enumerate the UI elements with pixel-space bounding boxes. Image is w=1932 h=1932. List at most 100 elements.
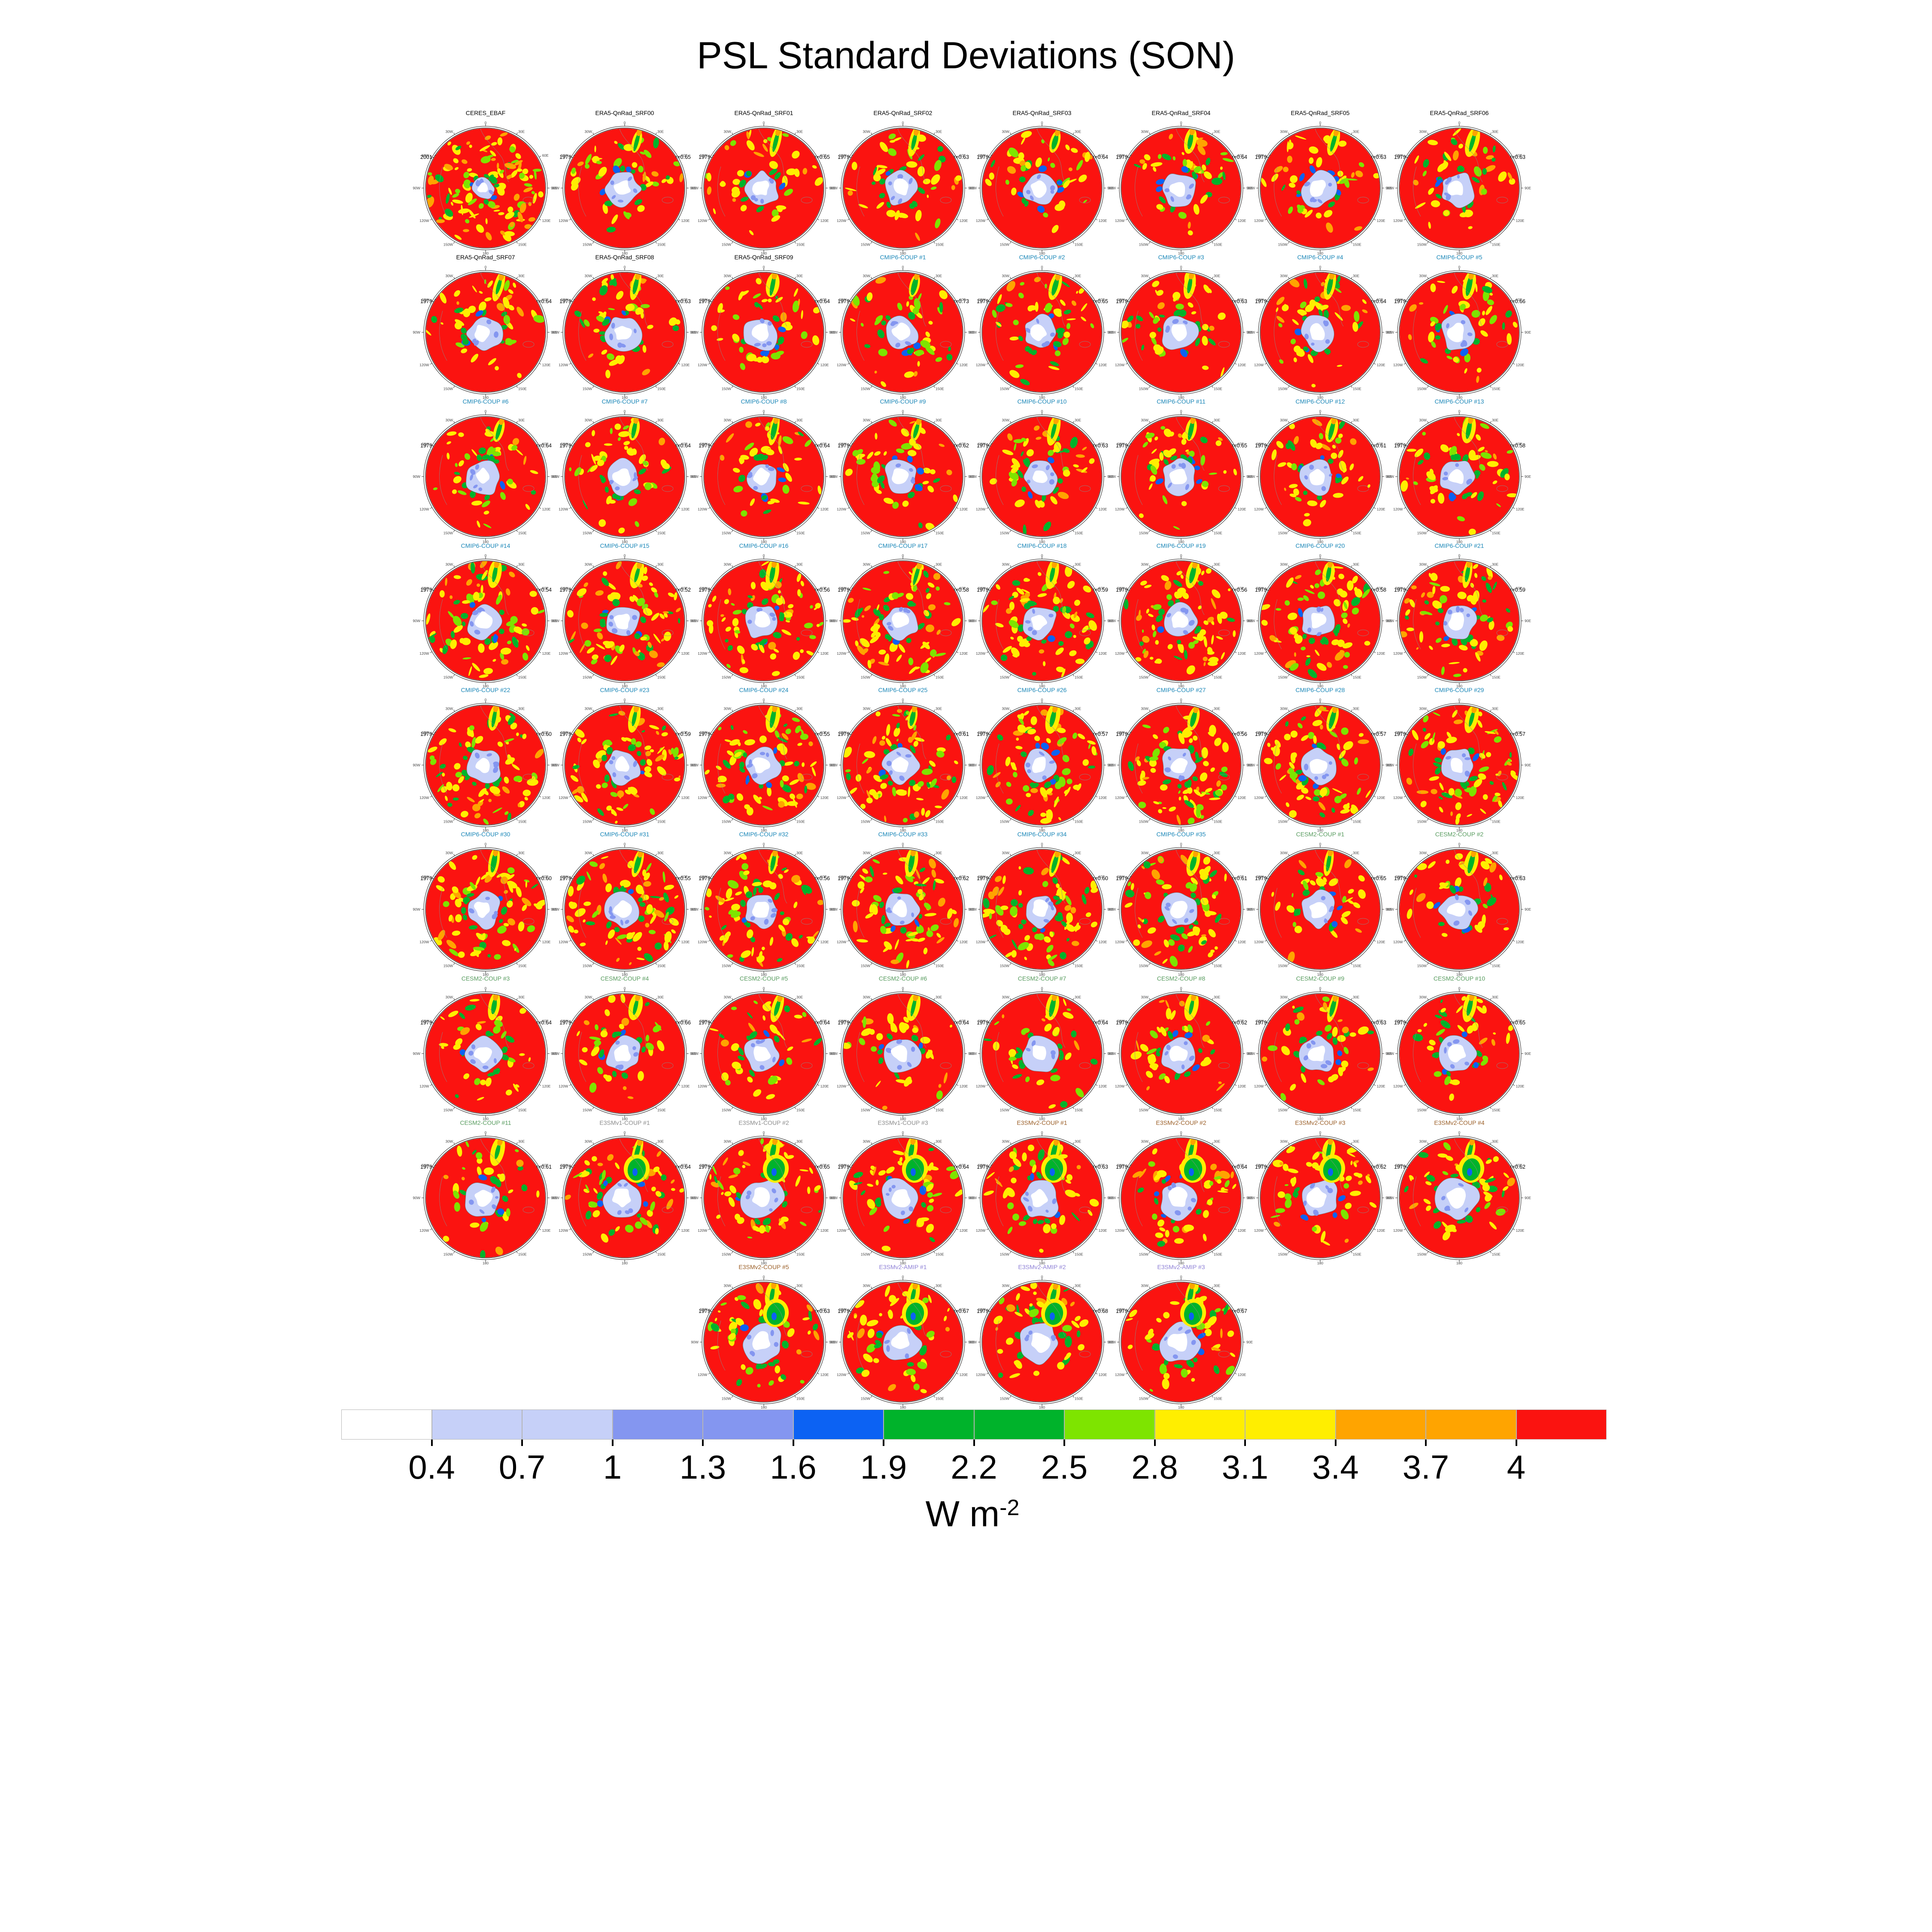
lon-label: 90W: [691, 474, 699, 479]
lon-label: 150E: [936, 243, 944, 247]
lon-label: 120E: [820, 1228, 829, 1233]
lon-label: 150E: [936, 1252, 944, 1257]
lon-label: 180: [1178, 251, 1184, 255]
lon-label: 180: [1317, 395, 1323, 400]
lon-label: 180: [1039, 684, 1045, 688]
lon-label: 60E: [1099, 730, 1105, 735]
lon-label: 60E: [681, 1163, 688, 1167]
lon-label: 120W: [698, 363, 707, 367]
lon-label: 90E: [968, 474, 975, 479]
lon-label: 60W: [978, 730, 985, 735]
lon-label: 150W: [1139, 531, 1148, 535]
polar-map: [1261, 128, 1380, 248]
lon-label: 150W: [1417, 1108, 1427, 1112]
lon-label: 30W: [1419, 995, 1427, 999]
lon-label: 150E: [1492, 820, 1501, 824]
lon-label: 60E: [1099, 1019, 1105, 1023]
lon-label: 120E: [542, 363, 551, 367]
polar-map: [1121, 850, 1241, 969]
lon-label: 30E: [1353, 129, 1359, 134]
lon-label: 180: [1317, 540, 1323, 544]
lon-label: 150W: [444, 820, 453, 824]
polar-map: [1121, 561, 1241, 680]
lon-label: 30E: [1353, 273, 1359, 278]
lon-label: 30E: [1214, 1283, 1220, 1288]
lon-label: 150W: [583, 1252, 592, 1257]
lon-label: 150W: [1417, 387, 1427, 391]
lon-label: 60W: [561, 1019, 568, 1023]
lon-label: 90E: [968, 619, 975, 623]
colorbar-tick-label: 2.8: [1131, 1448, 1178, 1486]
lon-label: 60E: [960, 730, 966, 735]
lon-label: 90W: [969, 1051, 977, 1056]
lon-label: 150W: [1278, 387, 1288, 391]
lon-label: 0: [902, 553, 904, 558]
lon-label: 150E: [1214, 1108, 1222, 1112]
lon-label: 150W: [1139, 675, 1148, 680]
lon-label: 120E: [681, 651, 690, 656]
lon-label: 60W: [561, 875, 568, 879]
lon-label: 30W: [863, 273, 870, 278]
panel-title: CESM2-COUP #3: [462, 975, 510, 982]
lon-label: 90E: [690, 330, 696, 334]
lon-label: 180: [483, 1117, 489, 1121]
panel-title: E3SMv1-COUP #2: [738, 1119, 789, 1126]
polar-map: [1261, 273, 1380, 392]
lon-label: 30W: [1280, 418, 1288, 422]
lon-label: 60E: [681, 730, 688, 735]
polar-map: [982, 705, 1102, 825]
lon-label: 30W: [446, 851, 453, 855]
lon-label: 90W: [691, 186, 699, 190]
lon-label: 30E: [936, 562, 942, 566]
lon-label: 120W: [1115, 507, 1124, 511]
lon-label: 30E: [796, 418, 803, 422]
lon-label: 120W: [419, 651, 429, 656]
lon-label: 120E: [542, 507, 551, 511]
lon-label: 180: [761, 1261, 767, 1265]
lon-label: 180: [1456, 251, 1462, 255]
lon-label: 150E: [518, 387, 527, 391]
lon-label: 150W: [444, 675, 453, 680]
lon-label: 180: [622, 251, 628, 255]
lon-label: 30E: [518, 129, 525, 134]
lon-label: 180: [1456, 1261, 1462, 1265]
panel-title: CMIP6-COUP #12: [1296, 398, 1345, 405]
lon-label: 30W: [446, 995, 453, 999]
lon-label: 150W: [722, 387, 731, 391]
lon-label: 60E: [1099, 298, 1105, 302]
lon-label: 60W: [1395, 153, 1403, 158]
lon-label: 150W: [1278, 964, 1288, 968]
lon-label: 0: [1041, 1275, 1043, 1279]
lon-label: 90E: [1385, 619, 1392, 623]
lon-label: 150E: [936, 1397, 944, 1401]
lon-label: 90W: [413, 619, 420, 623]
lon-label: 90W: [691, 1051, 699, 1056]
panel-title: E3SMv2-COUP #2: [1156, 1119, 1206, 1126]
lon-label: 0: [763, 553, 765, 558]
lon-label: 0: [1180, 121, 1182, 125]
lon-label: 30E: [657, 1139, 664, 1143]
lon-label: 180: [622, 540, 628, 544]
colorbar-tick: [1244, 1440, 1246, 1446]
lon-label: 120E: [1377, 1228, 1385, 1233]
lon-label: 60W: [1256, 153, 1264, 158]
colorbar-segment: [341, 1410, 432, 1440]
lon-label: 30E: [1075, 129, 1081, 134]
panel-title: CESM2-COUP #11: [460, 1119, 511, 1126]
lon-label: 150E: [796, 820, 805, 824]
lon-label: 150W: [1417, 964, 1427, 968]
lon-label: 150W: [861, 531, 870, 535]
lon-label: 30W: [724, 851, 731, 855]
lon-label: 60W: [700, 1307, 707, 1312]
lon-label: 60W: [1395, 442, 1403, 446]
lon-label: 60E: [681, 1019, 688, 1023]
lon-label: 120E: [542, 940, 551, 944]
